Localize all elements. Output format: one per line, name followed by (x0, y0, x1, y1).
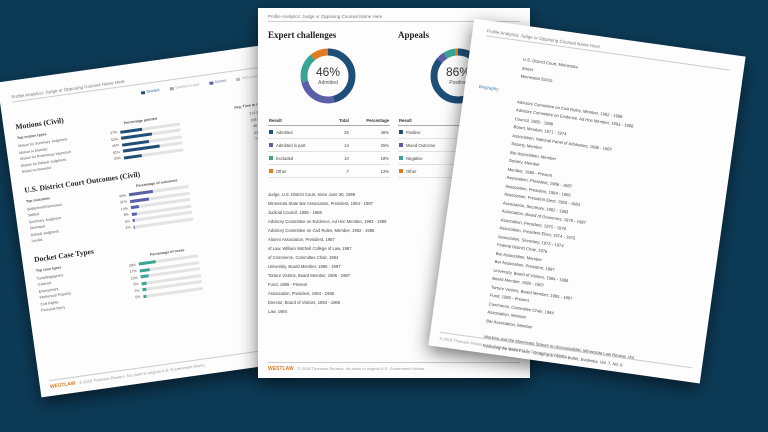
legend-swatch (269, 156, 273, 161)
legend-swatch (269, 143, 273, 148)
col-percentage: Percentage (349, 116, 390, 126)
appeals-title: Appeals (398, 30, 430, 40)
text-line: Judge, U.S. District Court, since June 3… (268, 192, 356, 197)
appeals-sub-label: Positive (449, 80, 467, 86)
result-label: Other (406, 168, 417, 174)
col-total: Total (330, 116, 350, 126)
result-label: Other (276, 168, 287, 174)
result-label: Excluded (276, 155, 294, 161)
legend-swatch (269, 169, 273, 174)
text-line: University, Board Member, 1985 - 1987 (268, 264, 341, 269)
legend-granted: Granted (140, 88, 159, 95)
total-cell: 7 (330, 164, 350, 178)
text-line: Alumni Association, President, 1987 (268, 237, 335, 242)
legend-swatch (399, 156, 403, 161)
legend-denied: Denied (209, 79, 227, 85)
text-line: Fund, 1985 - Present (268, 282, 308, 287)
copyright-text: © 2018 Thomson Reuters. No claim to orig… (78, 362, 206, 385)
text-line: Judicial Council, 1985 - 1988 (268, 210, 322, 215)
biography-page: Profile Analytics: Judge or Opposing Cou… (428, 18, 746, 384)
text-line: Law, 1984 (268, 309, 288, 314)
result-label: Mixed Outcome (406, 142, 436, 148)
result-label: Admitted (276, 129, 293, 135)
appeals-donut: 86% Positive (428, 46, 488, 106)
row-bar-fill (139, 267, 151, 273)
expert-sub-label: Admitted (318, 80, 338, 86)
text-line: Advisory Committee on Evidence, Ad Hoc M… (268, 219, 387, 224)
legend-swatch (399, 130, 403, 135)
pct-cell: 46% (349, 125, 390, 139)
appeals-big-pct: 86% (445, 65, 471, 79)
row-bar-fill (132, 218, 136, 223)
total-cell: 14 (330, 138, 350, 152)
westlaw-logo: WESTLAW (268, 366, 294, 372)
legend-granted-in-part: Granted in part (169, 82, 199, 90)
biography-lines: Advisory Committee on Civil Rules, Membe… (486, 98, 722, 354)
biography-lines: Judge, U.S. District Court, since June 3… (268, 190, 520, 316)
pct-cell: 18% (349, 151, 390, 165)
result-cell: Negative (398, 151, 461, 165)
result-label: Negative (406, 155, 423, 161)
table-row: Admitted 26 46% (268, 125, 390, 139)
result-cell: Admitted (268, 125, 331, 139)
row-bar-fill (142, 287, 147, 292)
row-bar-fill (133, 225, 136, 229)
result-cell: Mixed Outcome (398, 138, 461, 152)
col-result: Result (268, 116, 331, 126)
row-bar-fill (131, 212, 137, 216)
expert-challenges-title: Expert challenges (268, 30, 337, 40)
expert-donut: 46% Admitted (298, 46, 358, 106)
legend-swatch (399, 143, 403, 148)
text-line: Director, Board of Visitors, 1984 - 1986 (268, 300, 341, 305)
row-bar-fill (123, 153, 142, 160)
row-bar-fill (140, 274, 149, 279)
result-label: Admitted in part (276, 142, 306, 148)
text-line: Minnesota State Bar Association, Preside… (268, 201, 373, 206)
row-pct: 30% (113, 156, 122, 162)
table-row: Other 7 12% (268, 164, 390, 178)
result-cell: Other (398, 164, 461, 178)
text-line: Association, President, 1984 - 1985 (268, 291, 335, 296)
text-line: of Commerce, Committee Chair, 1984 (268, 255, 339, 260)
col-type: Top outcomes (25, 195, 51, 204)
total-cell: 26 (330, 125, 350, 139)
result-cell: Positive (398, 125, 461, 139)
col-result: Result (398, 116, 461, 126)
row-bar-fill (141, 281, 148, 286)
total-cell: 10 (330, 151, 350, 165)
result-label: Positive (406, 129, 421, 135)
col-type: Top case types (35, 264, 62, 273)
page-header: Profile Analytics: Judge or Opposing Cou… (268, 14, 520, 22)
result-cell: Other (268, 164, 331, 178)
row-pct: 5% (134, 294, 141, 300)
text-line: Advisory Committee on Civil Rules, Membe… (268, 228, 375, 233)
table-row: Admitted in part 14 25% (268, 138, 390, 152)
expert-big-pct: 46% (315, 65, 341, 79)
legend-withdrawn: Withdrawn (236, 74, 259, 81)
text-line: of Law, William Mitchell College of Law,… (268, 246, 352, 251)
expert-table: Result Total Percentage Admitted 26 46% A… (268, 116, 390, 178)
legend-swatch (399, 169, 403, 174)
expert-challenges-panel: Expert challenges 46% Admitted Result To… (268, 22, 390, 178)
row-bar-fill (143, 294, 147, 298)
row-bar-fill (130, 205, 140, 210)
legend-swatch (269, 130, 273, 135)
text-line: Torture Victims, Board Member, 1985 - 19… (268, 273, 351, 278)
pct-cell: 25% (349, 138, 390, 152)
result-cell: Excluded (268, 151, 331, 165)
page-footer: WESTLAW© 2018 Thomson Reuters. No claim … (268, 362, 520, 372)
pct-cell: 12% (349, 164, 390, 178)
table-row: Excluded 10 18% (268, 151, 390, 165)
row-pct: 2% (125, 225, 131, 231)
westlaw-logo: WESTLAW (49, 380, 76, 391)
result-cell: Admitted in part (268, 138, 331, 152)
copyright-text: © 2018 Thomson Reuters. No claim to orig… (297, 366, 426, 371)
left-sections: Motions (Civil) Top motion types Percenta… (15, 88, 288, 314)
